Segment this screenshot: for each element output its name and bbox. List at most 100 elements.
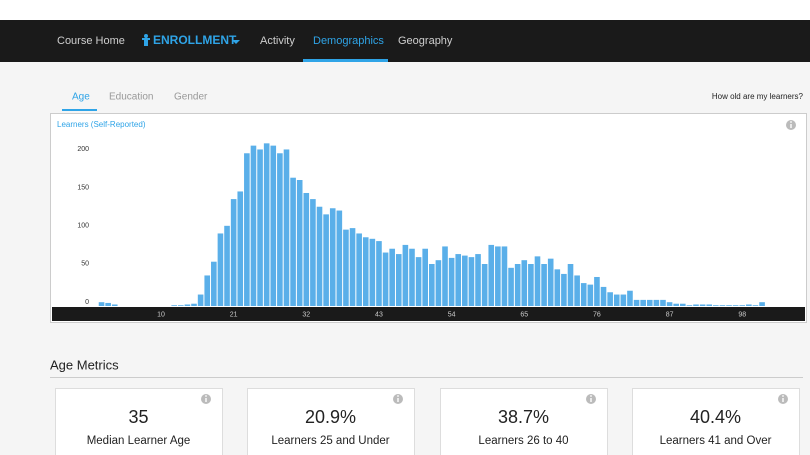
tab[interactable]: Gender [174,92,208,103]
bar [422,248,428,306]
bar [184,304,191,306]
bar [415,257,422,306]
info-icon-stem [397,398,399,402]
info-icon-dot [590,395,592,397]
bar [349,228,356,306]
bar [224,225,230,306]
bar [230,199,237,306]
metric-label: Learners 26 to 40 [478,435,568,447]
info-icon [786,120,796,130]
metric-value: 40.4% [690,407,741,427]
bar [713,305,719,306]
bar [336,210,343,306]
metric-label: Median Learner Age [87,435,191,447]
bar [310,199,316,306]
bar [739,305,746,306]
bar [752,305,759,306]
bar [561,273,567,306]
bar [693,304,699,306]
caret [232,40,240,44]
bar [329,208,336,306]
x-axis-strip [52,307,805,321]
bar [382,252,389,306]
bar [395,254,402,306]
metric-card [247,388,415,455]
info-icon-dot [782,395,784,397]
bar [726,305,732,306]
bar [600,286,607,306]
bar [495,246,501,306]
nav-item[interactable]: Demographics [313,35,384,47]
bar [528,264,534,306]
cards: 35 Median Learner Age 20.9% Learners 25 and… [55,388,800,455]
bar [574,275,580,306]
bar [613,294,620,306]
bar [633,299,640,306]
bar [250,145,257,306]
bar [211,261,217,306]
bar [759,302,765,306]
nav-item[interactable]: Geography [398,35,453,47]
metric-card [440,388,608,455]
x-tick-label: 21 [230,311,238,318]
bar [257,149,263,306]
bar [534,256,541,306]
bar [204,275,211,306]
bar [244,153,250,306]
info-icon-dot [205,395,207,397]
bar [627,290,633,306]
x-tick-label: 87 [666,311,674,318]
bar [508,267,514,306]
bar [217,233,224,306]
bar [111,304,118,306]
y-tick-label: 100 [77,222,89,229]
nav-item[interactable]: ENROLLMENT [153,33,237,47]
enrollment-icon [142,34,150,46]
y-tick-label: 0 [85,299,89,306]
nav-item[interactable]: Activity [260,35,295,47]
bar [376,241,382,306]
info-icon-stem [205,398,207,402]
x-tick-label: 10 [157,311,165,318]
chart-panel [50,113,807,323]
y-tick-label: 200 [77,146,89,153]
info-icon-dot [397,395,399,397]
tab[interactable]: Education [109,92,153,103]
bar [673,303,679,306]
bar [362,237,369,306]
bar [343,229,349,306]
bar [488,244,495,306]
bar [680,303,686,306]
y-tick-label: 50 [81,261,89,268]
bar [501,246,508,306]
bar [567,264,574,306]
bar [653,299,660,306]
question: How old are my learners? [712,92,804,101]
bar [607,292,613,306]
bar [277,153,283,306]
nav-item[interactable]: Course Home [57,35,125,47]
bar [547,258,554,306]
bar [191,303,197,306]
bar [468,257,475,306]
bar [389,248,395,306]
bar [237,191,244,306]
bar [686,305,693,306]
metric-value: 20.9% [305,407,356,427]
bar [197,294,204,306]
bar [521,260,528,306]
bar [316,206,323,306]
tab[interactable]: Age [72,92,90,103]
x-tick-label: 32 [302,311,310,318]
top-band [0,0,810,20]
metric-value: 35 [128,407,148,427]
tab-underline [62,109,97,111]
x-tick-label: 43 [375,311,383,318]
bar [303,192,310,306]
x-tick-label: 76 [593,311,601,318]
bar [290,177,296,306]
bar [620,294,627,306]
bar [732,305,739,306]
bar [541,264,547,306]
